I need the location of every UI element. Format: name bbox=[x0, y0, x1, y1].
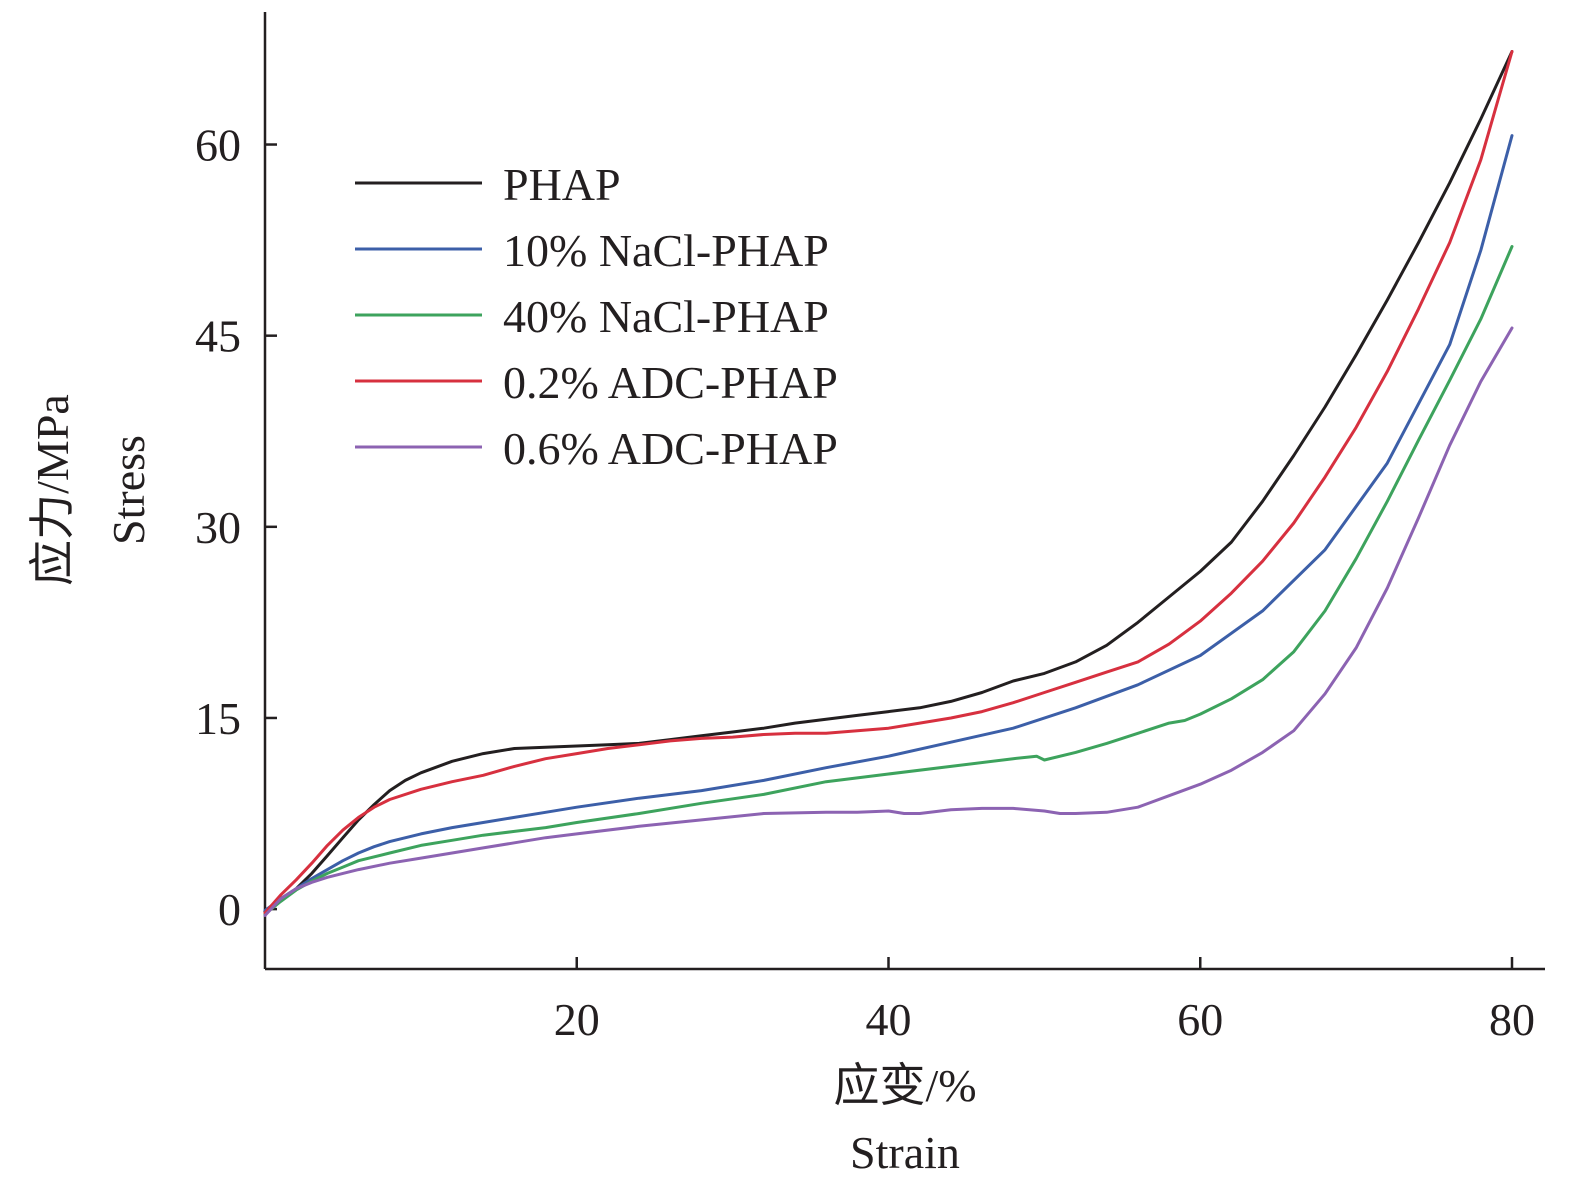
y-axis-title-en: Stress bbox=[103, 435, 154, 545]
legend-label: 0.6% ADC-PHAP bbox=[503, 423, 838, 474]
series-line-0-6-adc-phap bbox=[263, 326, 1514, 917]
y-tick-label: 45 bbox=[195, 311, 241, 362]
legend: PHAP 10% NaCl-PHAP 40% NaCl-PHAP 0.2% ADC-P… bbox=[355, 159, 838, 474]
axes bbox=[263, 12, 1545, 971]
y-axis-title-cn: 应力/MPa bbox=[27, 394, 78, 586]
axis-ticks: 20 40 60 80 0 15 30 45 60 bbox=[195, 120, 1535, 1045]
x-axis-title-cn: 应变/% bbox=[833, 1060, 976, 1111]
x-tick-label: 40 bbox=[866, 994, 912, 1045]
legend-label: 40% NaCl-PHAP bbox=[503, 291, 829, 342]
series-line-phap bbox=[263, 50, 1514, 914]
legend-label: PHAP bbox=[503, 159, 621, 210]
legend-label: 10% NaCl-PHAP bbox=[503, 225, 829, 276]
x-axis-title-en: Strain bbox=[850, 1127, 960, 1178]
series-line-10-nacl-phap bbox=[263, 134, 1514, 912]
y-tick-label: 30 bbox=[195, 502, 241, 553]
legend-label: 0.2% ADC-PHAP bbox=[503, 357, 838, 408]
series-line-0-2-adc-phap bbox=[263, 50, 1514, 915]
series-lines bbox=[263, 50, 1514, 917]
y-tick-label: 0 bbox=[218, 884, 241, 935]
series-line-40-nacl-phap bbox=[263, 245, 1514, 916]
x-tick-label: 60 bbox=[1177, 994, 1223, 1045]
y-tick-label: 60 bbox=[195, 120, 241, 171]
y-tick-label: 15 bbox=[195, 693, 241, 744]
x-tick-label: 80 bbox=[1489, 994, 1535, 1045]
x-tick-label: 20 bbox=[554, 994, 600, 1045]
